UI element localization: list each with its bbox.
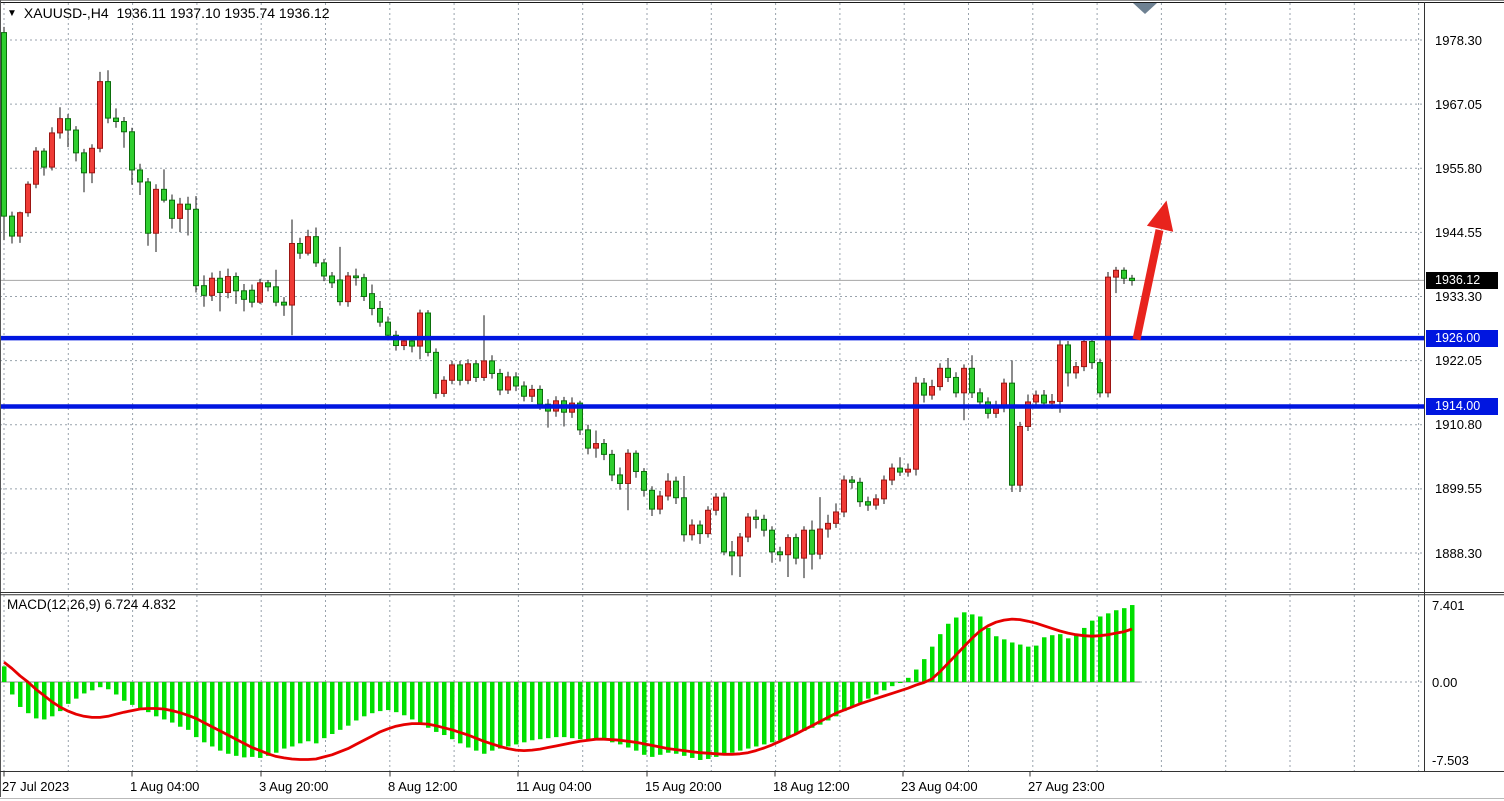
symbol-ohlc-text: XAUUSD-,H4 1936.11 1937.10 1935.74 1936.… [23,5,330,21]
macd-axis-label: 7.401 [1432,597,1465,613]
time-axis-label: 1 Aug 04:00 [130,779,200,794]
trend-arrow[interactable] [1132,200,1174,341]
time-axis-label: 27 Jul 2023 [2,779,70,794]
time-axis-label: 15 Aug 20:00 [645,779,722,794]
price-axis-label: 1888.30 [1435,545,1482,561]
time-axis-label: 23 Aug 04:00 [901,779,978,794]
time-axis-label: 27 Aug 23:00 [1028,779,1105,794]
scroll-marker-icon [1133,3,1157,14]
time-axis-label: 3 Aug 20:00 [259,779,329,794]
level-price-box-1914.00: 1914.00 [1426,398,1498,415]
grid-layer [0,3,1425,771]
time-axis-label: 8 Aug 12:00 [388,779,458,794]
macd-axis-label: 0.00 [1432,674,1458,690]
price-axis-label: 1922.05 [1435,353,1482,369]
time-axis-label: 11 Aug 04:00 [516,779,592,794]
price-axis-label: 1944.55 [1435,224,1482,240]
price-axis-label: 1933.30 [1435,289,1482,304]
price-axis-label: 1955.80 [1435,160,1482,176]
current-price-box: 1936.12 [1426,271,1498,289]
price-axis-label: 1967.05 [1435,96,1482,112]
macd-histogram [2,605,1135,760]
macd-axis-label: -7.503 [1432,752,1469,768]
macd-indicator-label: MACD(12,26,9) 6.724 4.832 [7,597,176,612]
time-axis-label: 18 Aug 12:00 [773,779,850,794]
price-axis-label: 1978.30 [1435,32,1482,48]
price-axis-label: 1910.80 [1435,417,1482,433]
symbol-dropdown-icon[interactable]: ▼ [7,8,17,19]
macd-signal-line [3,617,1133,761]
level-price-box-1926.00: 1926.00 [1426,329,1498,347]
ohlc-header: ▼ XAUUSD-,H4 1936.11 1937.10 1935.74 1936… [7,5,330,21]
price-axis-label: 1899.55 [1435,481,1482,497]
candles-layer[interactable] [1,26,1135,579]
